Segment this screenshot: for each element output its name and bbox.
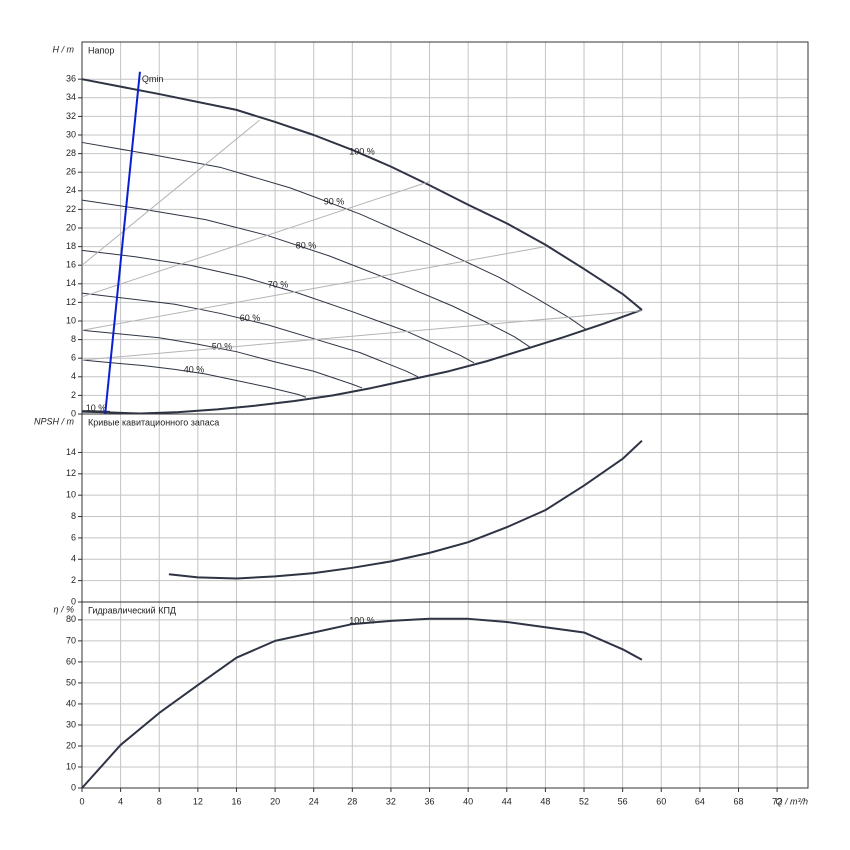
x-tick-label: 12 — [193, 796, 203, 806]
y-tick-label: 4 — [71, 371, 76, 381]
y-tick-label: 80 — [66, 614, 76, 624]
x-tick-label: 52 — [579, 796, 589, 806]
curve — [81, 119, 260, 266]
y-tick-label: 6 — [71, 532, 76, 542]
x-tick-label: 28 — [347, 796, 357, 806]
curve-label: 50 % — [212, 341, 233, 351]
y-tick-label: 8 — [71, 511, 76, 521]
curve — [81, 359, 307, 398]
x-tick-label: 8 — [157, 796, 162, 806]
panel-frame — [81, 601, 809, 789]
curve — [81, 617, 643, 789]
y-tick-label: 28 — [66, 148, 76, 158]
curve — [81, 246, 546, 331]
y-tick-label: 8 — [71, 334, 76, 344]
y-tick-label: 20 — [66, 740, 76, 750]
panel-frame — [81, 413, 809, 603]
y-tick-label: 34 — [66, 92, 76, 102]
curve-label: 100 % — [349, 146, 375, 156]
x-tick-label: 32 — [386, 796, 396, 806]
curve — [81, 141, 587, 330]
y-tick-label: 14 — [66, 447, 76, 457]
x-tick-label: 68 — [733, 796, 743, 806]
y-tick-label: 30 — [66, 129, 76, 139]
y-tick-label: 16 — [66, 260, 76, 270]
x-tick-label: 40 — [463, 796, 473, 806]
y-tick-label: 6 — [71, 353, 76, 363]
curve — [104, 71, 141, 415]
y-tick-label: 2 — [71, 575, 76, 585]
y-tick-label: 26 — [66, 167, 76, 177]
y-tick-label: 10 — [66, 761, 76, 771]
x-tick-label: 72 — [772, 796, 782, 806]
y-tick-label: 50 — [66, 677, 76, 687]
y-tick-label: 24 — [66, 185, 76, 195]
curve — [81, 199, 531, 348]
y-tick-label: 40 — [66, 698, 76, 708]
curve-label: 100 % — [349, 616, 375, 626]
y-tick-label: 10 — [66, 315, 76, 325]
curve — [81, 249, 475, 364]
y-tick-label: 70 — [66, 635, 76, 645]
panel-title: Кривые кавитационного запаса — [88, 417, 219, 427]
y-axis-label: H / m — [53, 44, 75, 54]
y-tick-label: 32 — [66, 111, 76, 121]
curve — [81, 308, 643, 415]
y-tick-label: 60 — [66, 656, 76, 666]
curve-label: Qmin — [142, 74, 164, 84]
x-tick-label: 64 — [695, 796, 705, 806]
y-axis-label: η / % — [53, 604, 74, 614]
y-tick-label: 18 — [66, 241, 76, 251]
x-tick-label: 56 — [618, 796, 628, 806]
curve-label: 10 % — [86, 403, 107, 413]
y-axis-label: NPSH / m — [34, 416, 75, 426]
y-tick-label: 12 — [66, 297, 76, 307]
y-tick-label: 4 — [71, 554, 76, 564]
y-tick-label: 14 — [66, 278, 76, 288]
x-tick-label: 44 — [502, 796, 512, 806]
curve — [168, 439, 643, 580]
curve — [81, 181, 430, 298]
y-tick-label: 22 — [66, 204, 76, 214]
y-tick-label: 0 — [71, 408, 76, 418]
panel-title: Гидравлический КПД — [88, 605, 176, 615]
x-tick-label: 0 — [79, 796, 84, 806]
x-tick-label: 24 — [309, 796, 319, 806]
curve — [81, 329, 363, 389]
curve — [81, 78, 643, 311]
curve-label: 60 % — [240, 313, 261, 323]
curve — [81, 292, 419, 378]
curve — [81, 310, 642, 361]
y-tick-label: 36 — [66, 74, 76, 84]
y-tick-label: 2 — [71, 390, 76, 400]
y-tick-label: 12 — [66, 468, 76, 478]
x-axis-label: Q / m³/h — [775, 796, 808, 806]
y-tick-label: 30 — [66, 719, 76, 729]
y-tick-label: 0 — [71, 596, 76, 606]
x-tick-label: 60 — [656, 796, 666, 806]
x-tick-label: 20 — [270, 796, 280, 806]
x-tick-label: 36 — [425, 796, 435, 806]
panel-title: Напор — [88, 45, 114, 55]
x-tick-label: 16 — [231, 796, 241, 806]
curve-label: 40 % — [184, 365, 205, 375]
y-tick-label: 0 — [71, 782, 76, 792]
y-tick-label: 10 — [66, 490, 76, 500]
curve-label: 70 % — [268, 280, 289, 290]
x-tick-label: 4 — [118, 796, 123, 806]
curve-label: 80 % — [296, 241, 317, 251]
x-tick-label: 48 — [540, 796, 550, 806]
curve-label: 90 % — [324, 197, 345, 207]
y-tick-label: 20 — [66, 222, 76, 232]
